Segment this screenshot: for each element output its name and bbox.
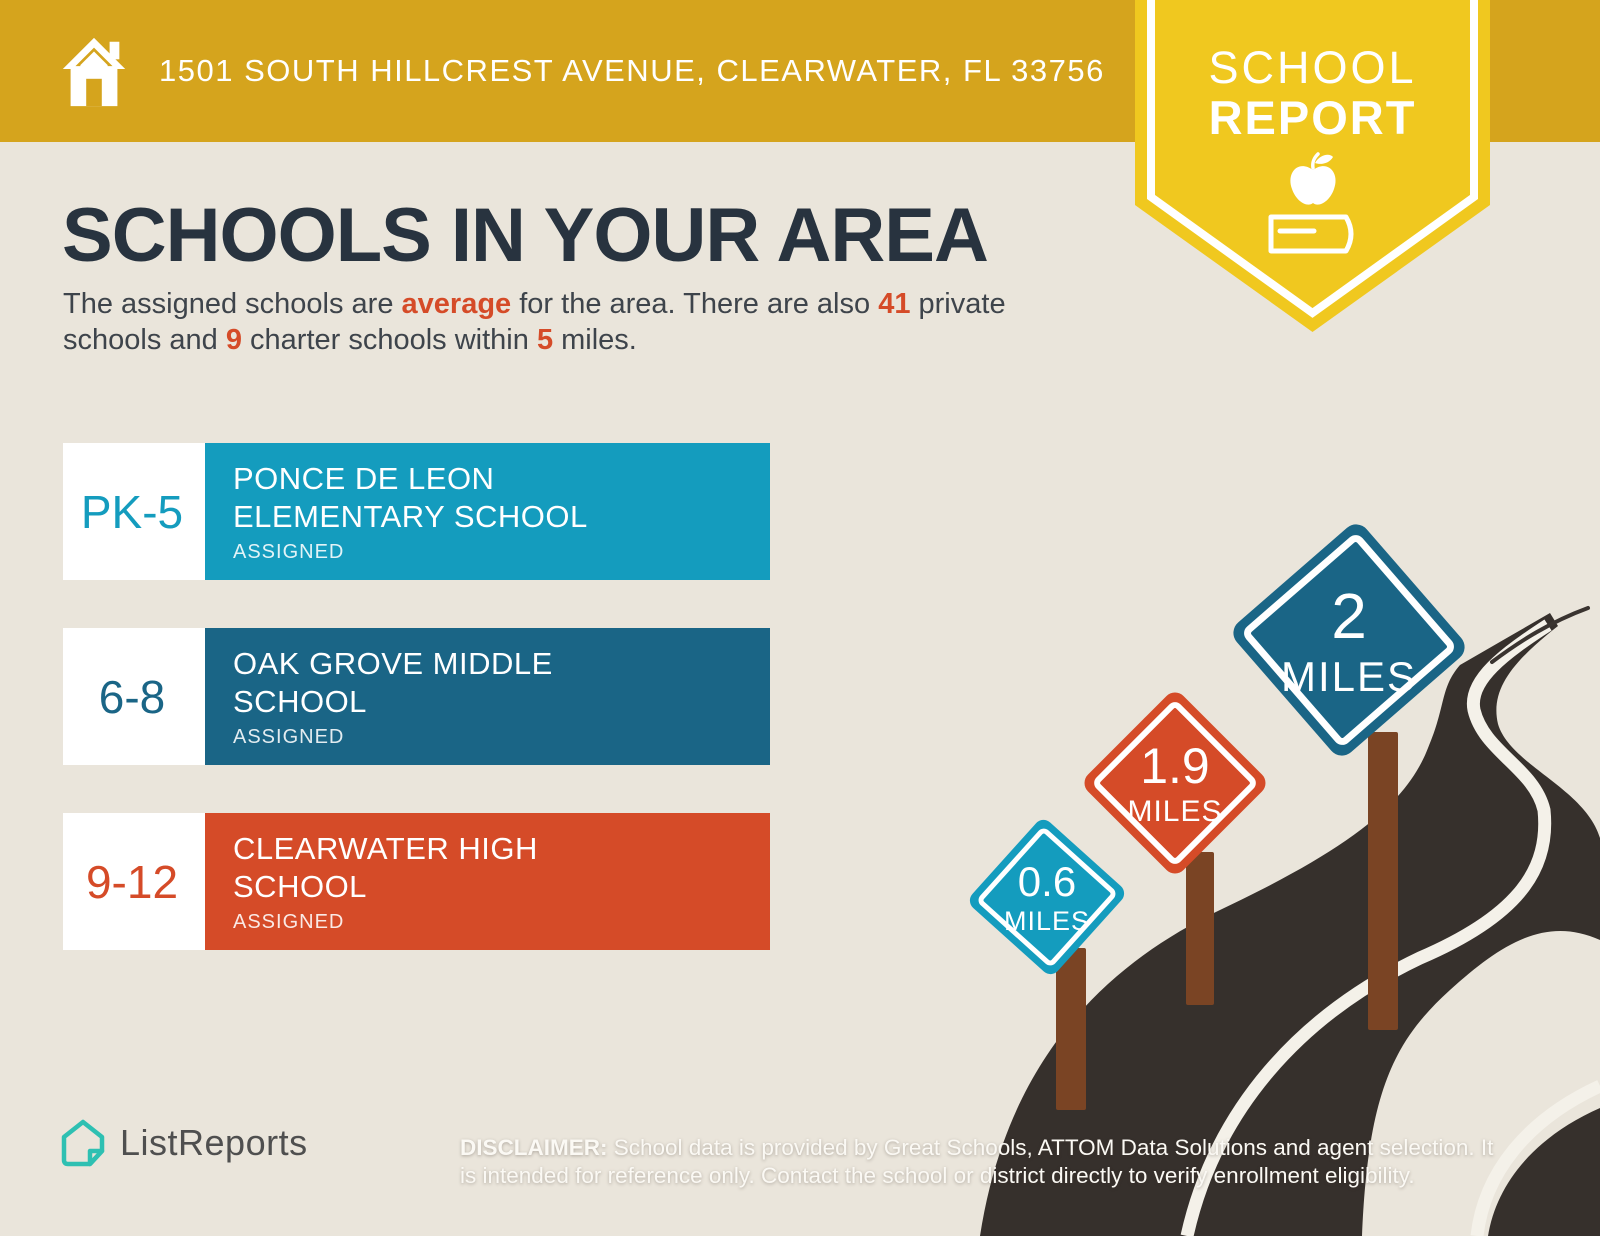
school-panel: CLEARWATER HIGH SCHOOL ASSIGNED: [205, 813, 770, 950]
school-name-line2: ELEMENTARY SCHOOL: [233, 498, 588, 534]
school-name-line1: PONCE DE LEON: [233, 460, 495, 496]
school-name-line1: OAK GROVE MIDDLE: [233, 645, 553, 681]
school-row-middle: 6-8 OAK GROVE MIDDLE SCHOOL ASSIGNED: [63, 628, 770, 765]
school-name: OAK GROVE MIDDLE SCHOOL: [233, 645, 770, 721]
school-name-line2: SCHOOL: [233, 683, 367, 719]
badge-title-line1: SCHOOL: [1208, 42, 1417, 93]
sign-distance-value: 0.6: [1017, 857, 1077, 905]
disclaimer: DISCLAIMER: School data is provided by G…: [460, 1134, 1520, 1190]
road-corner-line: [1470, 1080, 1600, 1236]
school-report-badge: SCHOOL REPORT: [1135, 0, 1490, 334]
rating-highlight: average: [401, 288, 512, 320]
sign-distance-unit: MILES: [1280, 653, 1418, 700]
book-icon: [1268, 214, 1353, 254]
horizon-line: [1490, 606, 1590, 664]
radius-miles: 5: [536, 324, 554, 356]
sign-label: 2 MILES: [1228, 518, 1470, 762]
badge-title: SCHOOL REPORT: [1135, 42, 1490, 144]
charter-count: 9: [225, 324, 242, 356]
intro-part4: charter schools within: [241, 324, 537, 356]
disclaimer-line2: is intended for reference only. Contact …: [460, 1163, 1415, 1188]
listreports-logo: ListReports: [60, 1118, 308, 1168]
intro-paragraph: The assigned schools are average for the…: [63, 286, 1103, 358]
sign-post-mid: [1186, 852, 1214, 1005]
school-name: PONCE DE LEON ELEMENTARY SCHOOL: [233, 460, 770, 536]
grade-range: 9-12: [63, 813, 201, 950]
sign-post-far: [1368, 732, 1398, 1030]
disclaimer-label: DISCLAIMER:: [460, 1135, 608, 1160]
assigned-badge: ASSIGNED: [233, 910, 345, 933]
road-center-line: [1180, 619, 1552, 1236]
apple-icon: [1289, 152, 1336, 205]
sign-distance-unit: MILES: [1003, 905, 1091, 936]
home-icon: [62, 37, 126, 107]
sign-post-near: [1056, 948, 1086, 1110]
intro-part5: miles.: [553, 324, 637, 356]
school-name-line2: SCHOOL: [233, 868, 367, 904]
sign-distance-unit: MILES: [1127, 795, 1223, 828]
grade-range: PK-5: [63, 443, 201, 580]
school-panel: OAK GROVE MIDDLE SCHOOL ASSIGNED: [205, 628, 770, 765]
sign-label: 0.6 MILES: [966, 816, 1128, 978]
sign-distance-value: 2: [1331, 580, 1367, 652]
assigned-badge: ASSIGNED: [233, 540, 345, 563]
intro-part3: private schools and: [63, 288, 1006, 356]
listreports-house-icon: [61, 1119, 105, 1167]
distance-sign-1-9-miles: 1.9 MILES: [1079, 687, 1271, 879]
school-name: CLEARWATER HIGH SCHOOL: [233, 830, 770, 906]
grade-range: 6-8: [63, 628, 201, 765]
page-title: SCHOOLS IN YOUR AREA: [62, 193, 989, 278]
intro-part1: The assigned schools are: [63, 288, 402, 320]
distance-sign-0-6-miles: 0.6 MILES: [965, 815, 1129, 979]
badge-title-line2: REPORT: [1208, 90, 1417, 144]
brand-name: ListReports: [120, 1122, 308, 1163]
distance-sign-2-miles: 2 MILES: [1227, 518, 1471, 762]
school-panel: PONCE DE LEON ELEMENTARY SCHOOL ASSIGNED: [205, 443, 770, 580]
assigned-badge: ASSIGNED: [233, 725, 345, 748]
disclaimer-line1: School data is provided by Great Schools…: [607, 1135, 1494, 1160]
intro-part2: for the area. There are also: [511, 288, 879, 320]
property-address: 1501 SOUTH HILLCREST AVENUE, CLEARWATER,…: [159, 53, 1105, 88]
school-row-elementary: PK-5 PONCE DE LEON ELEMENTARY SCHOOL ASS…: [63, 443, 770, 580]
private-count: 41: [878, 288, 911, 320]
road-body: [980, 613, 1600, 1236]
sign-distance-value: 1.9: [1140, 738, 1210, 794]
road-corner-lobe: [1488, 1108, 1600, 1236]
school-row-high: 9-12 CLEARWATER HIGH SCHOOL ASSIGNED: [63, 813, 770, 950]
school-name-line1: CLEARWATER HIGH: [233, 830, 538, 866]
sign-label: 1.9 MILES: [1080, 688, 1270, 878]
